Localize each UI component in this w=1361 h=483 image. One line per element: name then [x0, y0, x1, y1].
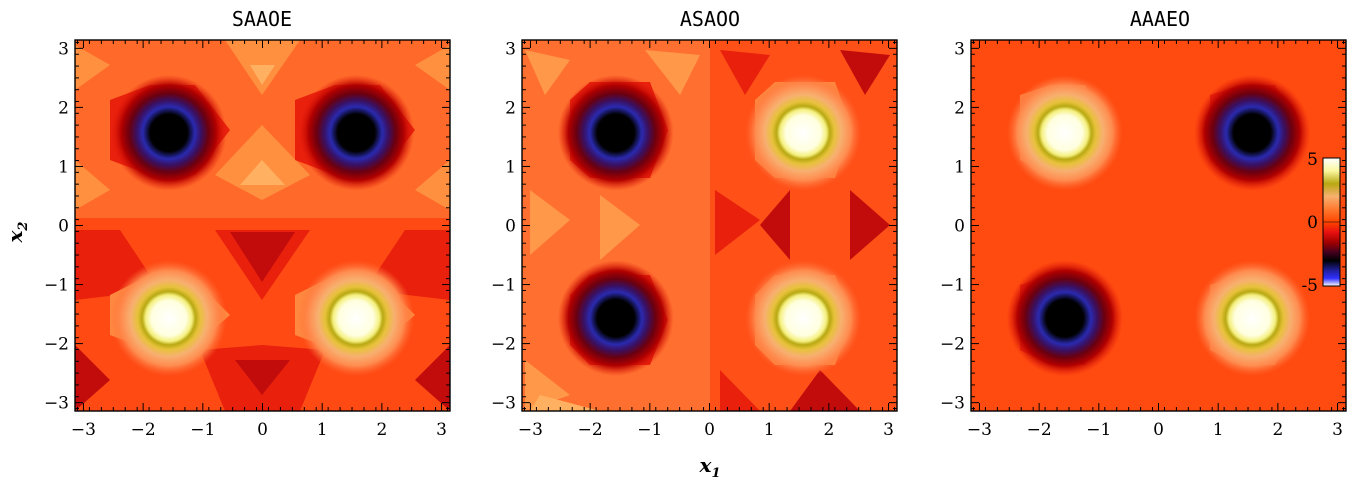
- panel-asaoo: ASAOO −3 −2 −1 0 1 2 3 3 2 1 0 −1: [491, 7, 898, 481]
- minimum-spot: [557, 260, 674, 377]
- maximum-spot: [298, 260, 415, 377]
- colorbar-label-min: -5: [1301, 276, 1318, 296]
- x-tick-label: 1: [317, 420, 328, 440]
- x-tick-label: 3: [883, 420, 894, 440]
- colorbar-label-max: 5: [1307, 150, 1318, 170]
- y-tick-label: −2: [491, 335, 516, 355]
- y-tick-label: 3: [58, 39, 69, 59]
- panel-title: ASAOO: [680, 7, 740, 31]
- x-tick-label: −1: [637, 420, 662, 440]
- y-tick-label: −2: [44, 335, 69, 355]
- axis-ticks: −3 −2 −1 0 1 2 3 3 2 1 0 −1 −2 −3: [44, 39, 450, 440]
- x-tick-label: 1: [764, 420, 775, 440]
- y-tick-label: 3: [505, 39, 516, 59]
- y-tick-label: −1: [44, 276, 69, 296]
- extrema-layer: [1006, 74, 1311, 377]
- x-tick-label: −1: [190, 420, 215, 440]
- axis-ticks: −3 −2 −1 0 1 2 3 3 2 1 0 −1 −2 −3: [940, 39, 1346, 440]
- x-tick-label: −3: [71, 420, 96, 440]
- minimum-spot: [110, 74, 227, 191]
- y-tick-label: −3: [940, 394, 965, 414]
- y-tick-label: 2: [954, 98, 965, 118]
- minimum-spot: [298, 74, 415, 191]
- x-tick-label: 0: [704, 420, 715, 440]
- y-tick-label: −2: [940, 335, 965, 355]
- maximum-spot: [1194, 260, 1311, 377]
- maximum-spot: [110, 260, 227, 377]
- y-tick-label: 2: [505, 98, 516, 118]
- y-tick-label: 1: [505, 157, 516, 177]
- panel-aaaeo: AAAEO −3 −2 −1 0 1 2 3 3 2 1 0 −1 −2 −3: [940, 7, 1347, 440]
- y-tick-label: 0: [505, 217, 516, 237]
- extrema-layer: [557, 74, 862, 377]
- x-tick-label: 2: [1272, 420, 1283, 440]
- x-tick-label: −2: [578, 420, 603, 440]
- x-tick-label: 3: [1332, 420, 1343, 440]
- x-tick-label: −3: [518, 420, 543, 440]
- colorbar-label-zero: 0: [1307, 213, 1318, 233]
- x-tick-label: 0: [257, 420, 268, 440]
- panel-saaoe: SAAOE: [3, 7, 451, 440]
- x-tick-label: −3: [967, 420, 992, 440]
- maximum-spot: [1006, 74, 1123, 191]
- x-tick-label: 2: [823, 420, 834, 440]
- y-tick-label: −1: [491, 276, 516, 296]
- y-tick-label: 2: [58, 98, 69, 118]
- y-tick-label: 1: [58, 157, 69, 177]
- maximum-spot: [745, 260, 862, 377]
- y-tick-label: 0: [954, 217, 965, 237]
- x-tick-label: 2: [376, 420, 387, 440]
- x-tick-label: −2: [1027, 420, 1052, 440]
- x-tick-label: −2: [131, 420, 156, 440]
- minimum-spot: [557, 74, 674, 191]
- minimum-spot: [1006, 260, 1123, 377]
- x-tick-label: 1: [1213, 420, 1224, 440]
- x-tick-label: −1: [1086, 420, 1111, 440]
- x-tick-label: 3: [436, 420, 447, 440]
- maximum-spot: [745, 74, 862, 191]
- y-tick-label: 1: [954, 157, 965, 177]
- y-tick-label: 0: [58, 217, 69, 237]
- y-axis-label: x2: [3, 222, 31, 244]
- minimum-spot: [1194, 74, 1311, 191]
- panel-title: AAAEO: [1130, 7, 1190, 31]
- y-tick-label: −1: [940, 276, 965, 296]
- x-tick-label: 0: [1153, 420, 1164, 440]
- x-axis-label: x1: [699, 453, 721, 481]
- y-tick-label: 3: [954, 39, 965, 59]
- panel-title: SAAOE: [232, 7, 292, 31]
- axis-ticks: −3 −2 −1 0 1 2 3 3 2 1 0 −1 −2 −3: [491, 39, 897, 440]
- y-tick-label: −3: [44, 394, 69, 414]
- colorbar: 5 0 -5: [1301, 150, 1341, 296]
- extrema-layer: [110, 74, 415, 377]
- y-tick-label: −3: [491, 394, 516, 414]
